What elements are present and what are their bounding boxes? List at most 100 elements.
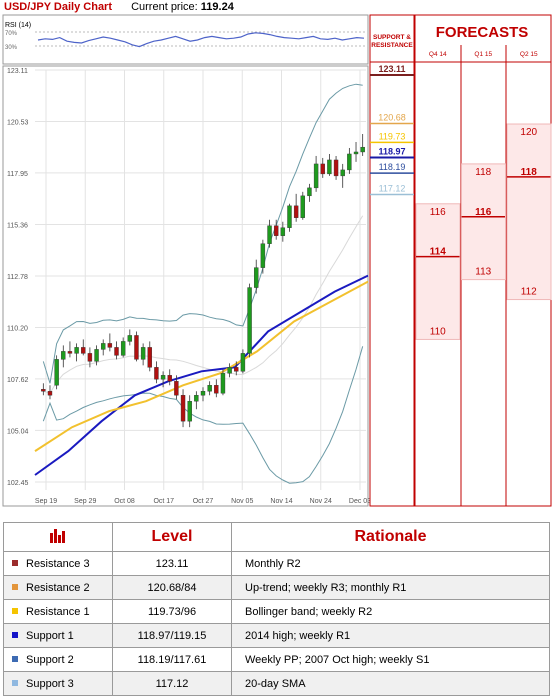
current-price-label: Current price:: [131, 1, 198, 13]
candle-body: [207, 385, 212, 392]
level-rationale: Monthly R2: [231, 551, 550, 576]
level-name-text: Support 2: [26, 653, 74, 666]
level-rationale: Bollinger band; weekly R2: [231, 599, 550, 624]
forecast-low: 112: [521, 287, 537, 298]
candle-body: [120, 341, 126, 356]
candle-body: [167, 375, 172, 382]
rsi-tick-30: 30%: [5, 45, 18, 51]
level-color-swatch: [12, 559, 18, 566]
x-tick-labels: Sep 19 Sep 29 Oct 08 Oct 17 Oct 27 Nov 05 Nov …: [35, 498, 371, 505]
table-row: Resistance 3 123.11 Monthly R2: [3, 551, 550, 576]
x-tick-label: Oct 08: [114, 498, 135, 505]
candle-body: [187, 401, 192, 422]
forecast-col-label: Q1 15: [474, 51, 492, 58]
chart-svg: RSI (14) 70% 30% 123.11 120.53 117.95 115.3…: [2, 14, 552, 507]
candle-body: [240, 353, 246, 372]
forecast-high: 116: [430, 207, 446, 218]
moving-averages: [34, 274, 369, 476]
current-price-value: 119.24: [200, 1, 234, 13]
candle-body: [313, 163, 319, 189]
table-row: Support 1 118.97/119.15 2014 high; weekly …: [3, 623, 550, 648]
candle-body: [61, 351, 66, 360]
level-rationale: Up-trend; weekly R3; monthly R1: [231, 575, 550, 600]
chart-title-text: USD/JPY Daily Chart: [4, 1, 113, 13]
candle-body: [94, 349, 99, 362]
candle-body: [333, 159, 339, 177]
forecast-mid: 116: [475, 207, 492, 218]
x-tick-label: Sep 19: [35, 498, 57, 505]
candle-body: [267, 225, 272, 244]
level-color-swatch: [12, 583, 18, 590]
sr-level-label: 118.19: [379, 162, 406, 172]
candle-body: [347, 153, 352, 171]
sr-header-line1: SUPPORT &: [373, 34, 411, 41]
sma-mid: [34, 280, 369, 452]
sr-level-label: 117.12: [379, 183, 406, 193]
candle-body: [260, 243, 266, 268]
forecast-col-label: Q2 15: [520, 51, 538, 58]
candle-body: [287, 205, 292, 228]
bar-chart-icon: [50, 528, 65, 543]
level-value: 119.73/96: [112, 599, 232, 624]
forecast-columns: Q4 14 116 114 110 Q1 15 118 116 113 Q2 15 120 118 1…: [415, 51, 552, 340]
forecast-high: 120: [520, 127, 537, 138]
candle-body: [180, 395, 186, 422]
candle-body: [41, 389, 46, 392]
sr-levels: 123.11 120.68 119.73 118.97 118.19 117.12: [370, 64, 414, 196]
candle-body: [227, 367, 232, 374]
levels-table: Level Rationale Resistance 3 123.11 Monthl…: [3, 522, 550, 696]
chart-title: USD/JPY Daily Chart Current price: 119.2…: [4, 1, 234, 13]
table-header-row: Level Rationale: [3, 522, 550, 552]
candle-body: [67, 351, 73, 354]
candle-body: [220, 373, 226, 394]
sr-header-line2: RESISTANCE: [371, 42, 413, 49]
forecast-mid: 118: [521, 167, 538, 178]
y-tick-label: 115.36: [7, 223, 28, 230]
candle-body: [140, 347, 146, 360]
forecast-low: 110: [430, 326, 446, 337]
x-tick-label: Sep 29: [74, 498, 96, 505]
candle-body: [300, 195, 305, 218]
candle-body: [107, 343, 113, 348]
level-name-text: Resistance 2: [26, 581, 90, 594]
forecast-col-label: Q4 14: [429, 51, 447, 58]
forecast-range: [415, 203, 461, 340]
level-name-text: Resistance 3: [26, 557, 90, 570]
x-tick-label: Dec 03: [349, 498, 371, 505]
candle-body: [47, 391, 53, 396]
x-tick-label: Oct 17: [153, 498, 174, 505]
level-color-swatch: [12, 679, 18, 686]
level-name: Support 1: [3, 623, 113, 648]
table-header-level: Level: [112, 522, 232, 552]
candle-body: [214, 385, 219, 394]
forecast-range: [506, 123, 552, 301]
candle-body: [307, 187, 312, 197]
sma-long: [34, 274, 369, 476]
candle-body: [280, 227, 286, 236]
rsi-line: [37, 32, 365, 48]
forecast-title: FORECASTS: [436, 24, 529, 41]
candles: [41, 134, 365, 428]
sr-level-label: 123.11: [378, 64, 405, 74]
candle-body: [127, 335, 133, 342]
table-header-rationale: Rationale: [231, 522, 550, 552]
candle-body: [234, 367, 239, 372]
table-row: Resistance 1 119.73/96 Bollinger band; wee…: [3, 599, 550, 624]
x-tick-label: Nov 24: [310, 498, 332, 505]
candle-body: [87, 353, 93, 362]
x-tick-label: Nov 14: [270, 498, 292, 505]
rsi-tick-70: 70%: [5, 31, 18, 37]
table-row: Support 3 117.12 20-day SMA: [3, 671, 550, 696]
candle-body: [200, 391, 206, 396]
x-tick-label: Nov 05: [231, 498, 253, 505]
level-name: Resistance 2: [3, 575, 113, 600]
level-value: 123.11: [112, 551, 232, 576]
bollinger-upper: [42, 83, 363, 384]
candle-body: [360, 146, 365, 153]
level-name: Resistance 3: [3, 551, 113, 576]
level-color-swatch: [12, 631, 18, 638]
candle-body: [174, 381, 179, 396]
forecast-high: 118: [475, 167, 491, 178]
level-name-text: Support 3: [26, 677, 74, 690]
